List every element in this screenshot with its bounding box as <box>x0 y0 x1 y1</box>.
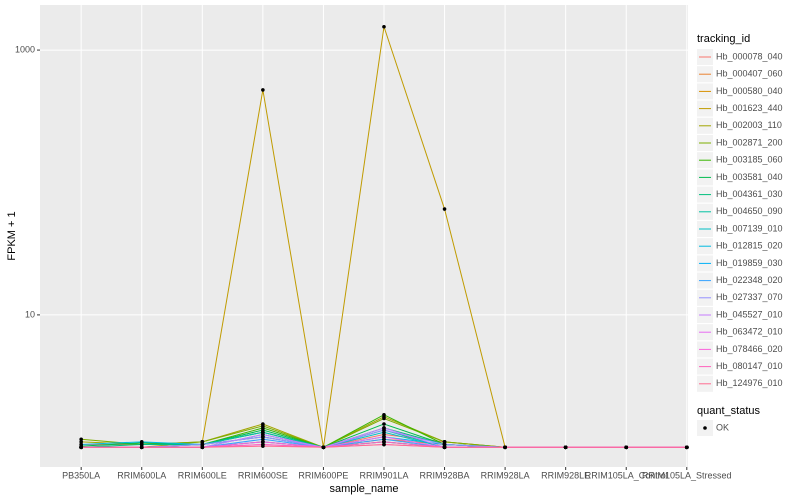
point <box>503 445 507 450</box>
legend-label: Hb_007139_010 <box>716 223 783 233</box>
point <box>200 442 205 447</box>
legend-label: Hb_000407_060 <box>716 69 783 79</box>
point <box>382 426 386 430</box>
point <box>382 435 386 439</box>
point <box>563 445 568 450</box>
point <box>261 88 265 92</box>
point <box>79 445 83 450</box>
point <box>382 440 386 444</box>
x-tick-label: RRIM105LA_Stressed <box>642 470 732 480</box>
point <box>442 445 447 450</box>
x-tick-label: RRIM928LE <box>541 470 590 480</box>
legend-label: Hb_019859_030 <box>716 258 783 268</box>
x-axis-title: sample_name <box>329 483 398 495</box>
point <box>139 445 144 450</box>
legend-label: Hb_000580_040 <box>716 86 783 96</box>
point <box>79 437 83 442</box>
legend-label: Hb_063472_010 <box>716 327 783 337</box>
x-tick-label: RRIM105LA_Control <box>585 470 668 480</box>
point <box>382 24 386 29</box>
x-tick-label: RRIM901LA <box>359 470 408 480</box>
point <box>382 422 386 426</box>
panel <box>40 5 688 467</box>
legend-label: Hb_003581_040 <box>716 172 783 182</box>
legend-label: Hb_000078_040 <box>716 51 783 61</box>
legend-label: Hb_002003_110 <box>716 120 782 130</box>
point <box>200 440 205 444</box>
point <box>382 442 386 447</box>
y-tick-label: 10 <box>25 309 35 319</box>
legend-label: OK <box>716 422 729 432</box>
point <box>200 445 205 450</box>
point <box>79 442 83 447</box>
point <box>139 442 144 447</box>
legend-swatch <box>703 426 707 430</box>
legend-title: quant_status <box>697 405 760 417</box>
legend-label: Hb_004361_030 <box>716 189 783 199</box>
point <box>442 442 447 447</box>
legend-label: Hb_027337_070 <box>716 292 783 302</box>
point <box>382 412 386 417</box>
y-axis-title: FPKM + 1 <box>6 211 18 260</box>
legend-label: Hb_004650_090 <box>716 206 783 216</box>
point <box>139 440 144 444</box>
point <box>684 445 689 450</box>
x-tick-label: RRIM600LA <box>117 470 166 480</box>
legend-label: Hb_080147_010 <box>716 361 783 371</box>
legend-label: Hb_012815_020 <box>716 241 783 251</box>
x-tick-label: RRIM928LA <box>481 470 530 480</box>
point <box>261 440 265 444</box>
x-tick-label: RRIM928BA <box>420 470 470 480</box>
legend-label: Hb_078466_020 <box>716 344 783 354</box>
point <box>261 444 265 448</box>
point <box>382 416 386 421</box>
legend-label: Hb_022348_020 <box>716 275 783 285</box>
point <box>442 440 447 444</box>
x-tick-label: RRIM600PE <box>298 470 348 480</box>
point <box>321 445 326 450</box>
legend-title: tracking_id <box>697 33 750 45</box>
point <box>442 207 447 211</box>
x-tick-label: RRIM600LE <box>178 470 227 480</box>
legend-label: Hb_002871_200 <box>716 137 783 147</box>
point <box>261 432 265 437</box>
legend-label: Hb_001623_440 <box>716 103 783 113</box>
x-tick-label: RRIM600SE <box>238 470 288 480</box>
point <box>624 445 629 450</box>
legend-label: Hb_045527_010 <box>716 309 783 319</box>
legend-label: Hb_003185_060 <box>716 155 783 165</box>
y-tick-label: 1000 <box>15 44 35 54</box>
point <box>79 440 83 444</box>
x-tick-label: PB350LA <box>62 470 100 480</box>
legend-label: Hb_124976_010 <box>716 378 783 388</box>
